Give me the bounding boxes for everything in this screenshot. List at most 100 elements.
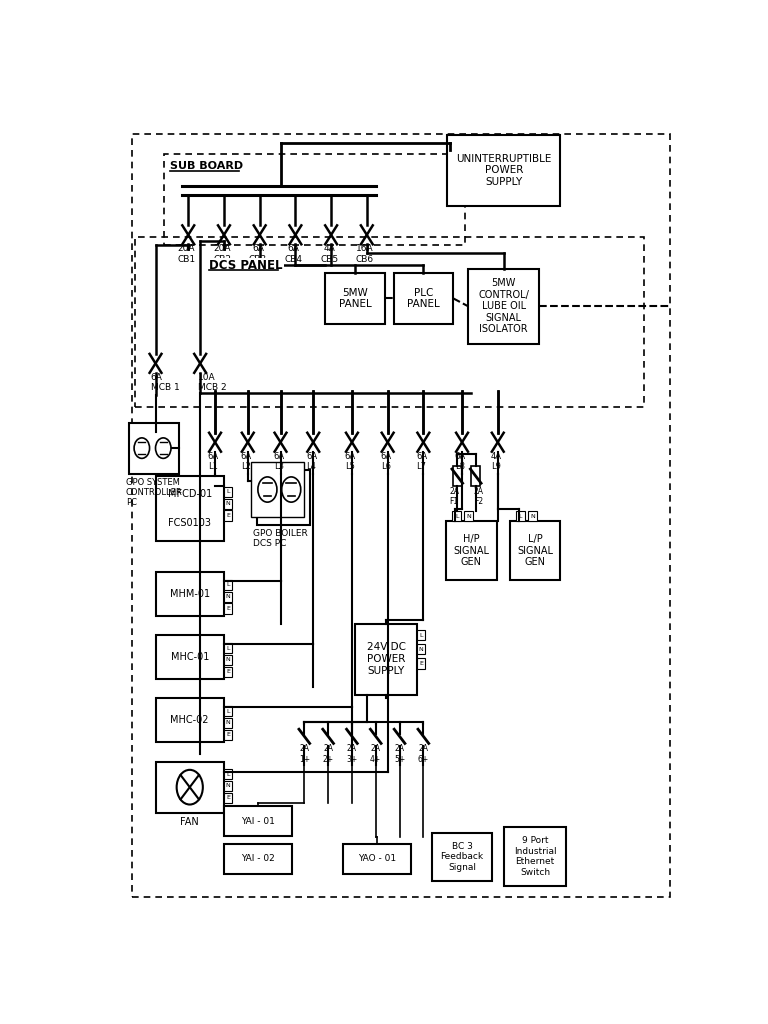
Circle shape <box>134 438 150 459</box>
Bar <box>447 135 561 206</box>
Bar <box>528 511 537 521</box>
Bar <box>452 511 462 521</box>
Text: N: N <box>226 721 230 725</box>
Text: 5+: 5+ <box>394 756 406 764</box>
Text: L: L <box>226 645 230 650</box>
Bar <box>224 580 232 590</box>
Text: 6A
L6: 6A L6 <box>380 452 392 471</box>
Text: 6A
L8: 6A L8 <box>455 452 466 471</box>
Bar <box>224 667 232 677</box>
Bar <box>510 521 560 581</box>
Text: 6A
L7: 6A L7 <box>416 452 427 471</box>
Bar <box>355 624 418 694</box>
Text: MFCD-01: MFCD-01 <box>167 489 212 500</box>
Bar <box>471 466 481 485</box>
Text: BC 3
Feedback
Signal: BC 3 Feedback Signal <box>441 842 484 871</box>
Bar <box>134 238 644 407</box>
Text: 4A
CB5: 4A CB5 <box>320 245 339 264</box>
Bar <box>432 833 492 882</box>
Text: 6A
L2: 6A L2 <box>240 452 252 471</box>
Bar <box>224 730 232 740</box>
Text: FCS0103: FCS0103 <box>168 518 211 527</box>
Bar <box>224 844 293 873</box>
Text: L: L <box>226 709 230 714</box>
Text: 6A
L5: 6A L5 <box>345 452 356 471</box>
Text: E: E <box>226 732 230 737</box>
Text: H/P
SIGNAL
GEN: H/P SIGNAL GEN <box>453 535 489 567</box>
Text: 20A
CB1: 20A CB1 <box>177 245 196 264</box>
Text: MHC-01: MHC-01 <box>170 652 209 663</box>
Text: E: E <box>226 796 230 801</box>
Bar <box>504 827 566 886</box>
Text: 2A: 2A <box>347 744 357 754</box>
Bar <box>257 470 310 525</box>
Bar <box>224 706 232 716</box>
Bar <box>418 630 425 640</box>
Text: 1+: 1+ <box>299 756 310 764</box>
Text: YAI - 02: YAI - 02 <box>241 854 275 863</box>
Bar <box>224 643 232 653</box>
Text: 2A: 2A <box>395 744 405 754</box>
Text: 6A
L3: 6A L3 <box>273 452 284 471</box>
Bar <box>325 272 385 324</box>
Text: 2A: 2A <box>371 744 381 754</box>
Text: N: N <box>466 514 471 519</box>
Bar <box>129 423 179 474</box>
Bar <box>224 592 232 602</box>
Text: 2A: 2A <box>300 744 310 754</box>
Bar <box>224 781 232 792</box>
Circle shape <box>258 477 277 502</box>
Text: 5MW
CONTROL/
LUBE OIL
SIGNAL
ISOLATOR: 5MW CONTROL/ LUBE OIL SIGNAL ISOLATOR <box>478 278 529 335</box>
Bar <box>250 462 304 517</box>
Bar <box>155 698 224 741</box>
Text: UNINTERRUPTIBLE
POWER
SUPPLY: UNINTERRUPTIBLE POWER SUPPLY <box>456 154 551 186</box>
Bar <box>155 762 224 813</box>
Text: N: N <box>226 594 230 599</box>
Text: L: L <box>226 583 230 588</box>
Circle shape <box>156 438 171 459</box>
Bar <box>164 155 465 245</box>
Text: E: E <box>419 662 423 667</box>
Bar <box>224 793 232 803</box>
Bar <box>224 807 293 837</box>
Text: L: L <box>226 489 230 495</box>
Bar <box>224 486 232 497</box>
Text: 10A
MCB 2: 10A MCB 2 <box>198 373 227 392</box>
Bar <box>224 510 232 520</box>
Bar <box>418 658 425 669</box>
Text: F2: F2 <box>474 497 483 506</box>
Text: E: E <box>226 513 230 518</box>
Text: 4+: 4+ <box>370 756 382 764</box>
Text: 2A: 2A <box>419 744 429 754</box>
Text: MHC-02: MHC-02 <box>170 715 209 725</box>
Bar <box>343 844 412 873</box>
Text: L: L <box>226 772 230 776</box>
Text: N: N <box>419 647 423 652</box>
Text: 16A
CB6: 16A CB6 <box>356 245 374 264</box>
Text: 6A
L1: 6A L1 <box>207 452 219 471</box>
Text: 3+: 3+ <box>346 756 358 764</box>
Bar <box>155 635 224 679</box>
Circle shape <box>282 477 301 502</box>
Text: 4A
L9: 4A L9 <box>491 452 502 471</box>
Text: 24V DC
POWER
SUPPLY: 24V DC POWER SUPPLY <box>366 642 406 676</box>
Text: GPO SYSTEM
CONTROLLER
PC: GPO SYSTEM CONTROLLER PC <box>126 477 183 508</box>
Text: L: L <box>455 514 458 519</box>
Text: SUB BOARD: SUB BOARD <box>170 161 243 171</box>
Text: 6A
CB4: 6A CB4 <box>285 245 303 264</box>
Bar <box>393 272 453 324</box>
Bar <box>224 718 232 728</box>
Text: L: L <box>518 514 522 519</box>
Text: 6A
L4: 6A L4 <box>306 452 317 471</box>
Bar <box>418 644 425 654</box>
Text: YAI - 01: YAI - 01 <box>241 817 275 826</box>
Text: 2A: 2A <box>449 487 459 497</box>
Text: YAO - 01: YAO - 01 <box>358 854 396 863</box>
Text: F1: F1 <box>450 497 458 506</box>
Text: PLC
PANEL: PLC PANEL <box>407 288 440 309</box>
Circle shape <box>177 770 203 805</box>
Bar <box>446 521 497 581</box>
Text: N: N <box>226 501 230 506</box>
Bar <box>452 466 462 485</box>
Bar <box>468 268 539 344</box>
